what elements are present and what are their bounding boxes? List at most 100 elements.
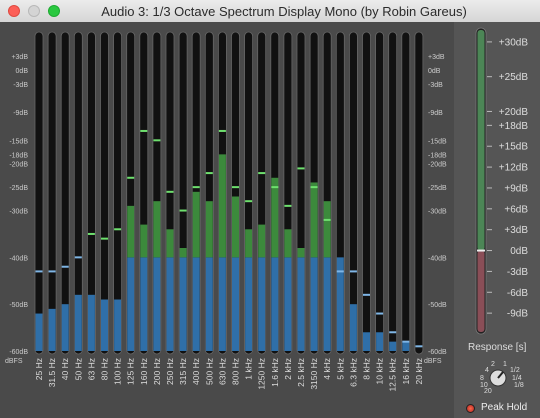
meter-peak: [114, 228, 122, 231]
meter-level-low: [323, 257, 331, 351]
meter-level-low: [87, 294, 95, 351]
meter-level-low: [336, 257, 344, 351]
response-scale-label: +12dB: [499, 163, 529, 174]
meter-peak: [310, 186, 318, 189]
window-title-text: Audio 3: 1/3 Octave Spectrum Display Mon…: [101, 4, 467, 19]
response-scale-label: +3dB: [504, 225, 528, 236]
meter-tube: [414, 31, 424, 355]
meter-peak: [415, 345, 423, 348]
meter-level-low: [258, 257, 266, 351]
scale-label-right: -9dB: [428, 110, 443, 117]
unit-label-right: dBFS: [424, 358, 442, 365]
band-label: 630 Hz: [217, 358, 227, 385]
response-level-marker: [477, 249, 485, 252]
band-label: 500 Hz: [204, 358, 214, 385]
meter-peak: [389, 331, 397, 334]
meter-level-low: [376, 332, 384, 351]
meter-peak: [376, 312, 384, 315]
meter-peak: [245, 200, 253, 203]
band-label: 80 Hz: [100, 358, 110, 380]
meter-tube: [375, 31, 385, 355]
meter-level-low: [101, 299, 108, 351]
knob-label: 1/4: [512, 375, 522, 382]
scale-label-right: -20dB: [428, 162, 447, 169]
meter-tube: [87, 31, 96, 355]
meter-peak: [271, 186, 279, 189]
scale-label-left: -3dB: [13, 82, 28, 89]
meter-level-low: [179, 257, 187, 351]
response-controls: +30dB +25dB +20dB +18dB +15dB +12dB +9dB +6dB +3…: [475, 27, 529, 395]
response-scale-label: +30dB: [499, 37, 529, 48]
knob-label: 20: [484, 388, 492, 395]
meter-peak: [192, 186, 200, 189]
meter-level-low: [245, 257, 253, 351]
meter-peak: [205, 172, 213, 175]
knob-label: 8: [480, 375, 484, 382]
knob-label: 2: [491, 361, 495, 368]
meter-level: [192, 191, 200, 258]
band-label: 40 Hz: [60, 358, 70, 380]
zoom-window-button[interactable]: [48, 5, 60, 17]
scale-label-left: -60dB: [9, 349, 28, 356]
peak-hold-checkbox[interactable]: [466, 404, 475, 413]
meter-level: [153, 201, 161, 258]
response-scale-label: 0dB: [510, 246, 528, 257]
meter-level: [271, 177, 279, 258]
meter-level-low: [140, 257, 148, 351]
meter-level-low: [48, 308, 56, 351]
peak-hold-label: Peak Hold: [481, 402, 528, 413]
meter-peak: [140, 129, 148, 132]
response-label: Response [s]: [468, 342, 527, 353]
scale-label-right: -30dB: [428, 209, 447, 216]
meter-peak: [87, 232, 95, 235]
meter-level: [284, 229, 292, 258]
response-scale-label: +9dB: [504, 183, 528, 194]
band-label: 1.6 kHz: [270, 358, 280, 387]
meter-level-low: [35, 313, 43, 351]
scale-label-right: -40dB: [428, 255, 447, 262]
scale-label-right: 0dB: [428, 68, 441, 75]
scale-label-left: -9dB: [13, 110, 28, 117]
band-label: 1250 Hz: [257, 358, 267, 390]
meter-tube: [47, 31, 57, 355]
meter-level-low: [166, 257, 174, 351]
title-bar: Audio 3: 1/3 Octave Spectrum Display Mon…: [0, 0, 540, 23]
meter-peak: [153, 139, 161, 142]
band-label: 160 Hz: [139, 358, 149, 385]
meter-group: 25 Hz 31.5 Hz 40 Hz 50 Hz 63 Hz 80 Hz 100 Hz 12…: [34, 31, 424, 392]
meter-level-low: [218, 257, 226, 351]
meter-level-low: [284, 257, 292, 351]
meter-peak: [35, 270, 43, 273]
band-label: 25 Hz: [34, 358, 44, 380]
scale-label-right: -18dB: [428, 152, 447, 159]
meter-level: [245, 229, 253, 258]
meter-level: [166, 229, 174, 258]
meter-level-low: [192, 257, 200, 351]
band-label: 125 Hz: [126, 358, 136, 385]
meter-peak: [349, 270, 357, 273]
meter-level-low: [271, 257, 279, 351]
band-label: 200 Hz: [152, 358, 162, 385]
band-label: 315 Hz: [178, 358, 188, 385]
band-label: 16 kHz: [401, 358, 411, 384]
meter-level: [232, 196, 239, 258]
meter-tube: [113, 31, 122, 355]
meter-peak: [258, 172, 266, 175]
scale-label-right: -25dB: [428, 185, 447, 192]
minimize-window-button[interactable]: [28, 5, 40, 17]
close-window-button[interactable]: [8, 5, 20, 17]
meter-level: [140, 224, 148, 258]
response-scale-label: +25dB: [499, 72, 529, 83]
meter-peak: [74, 256, 82, 259]
meter-level: [127, 205, 135, 258]
meter-level-low: [127, 257, 135, 351]
response-fill-lower: [477, 250, 485, 332]
meter-level-low: [297, 257, 305, 351]
scale-label-left: -15dB: [9, 138, 28, 145]
knob-label: 10: [480, 382, 488, 389]
scale-label-left: -25dB: [9, 185, 28, 192]
meter-peak: [363, 293, 370, 296]
meter-tube: [348, 31, 358, 355]
knob-label: 4: [485, 367, 489, 374]
meter-level-low: [61, 304, 69, 351]
